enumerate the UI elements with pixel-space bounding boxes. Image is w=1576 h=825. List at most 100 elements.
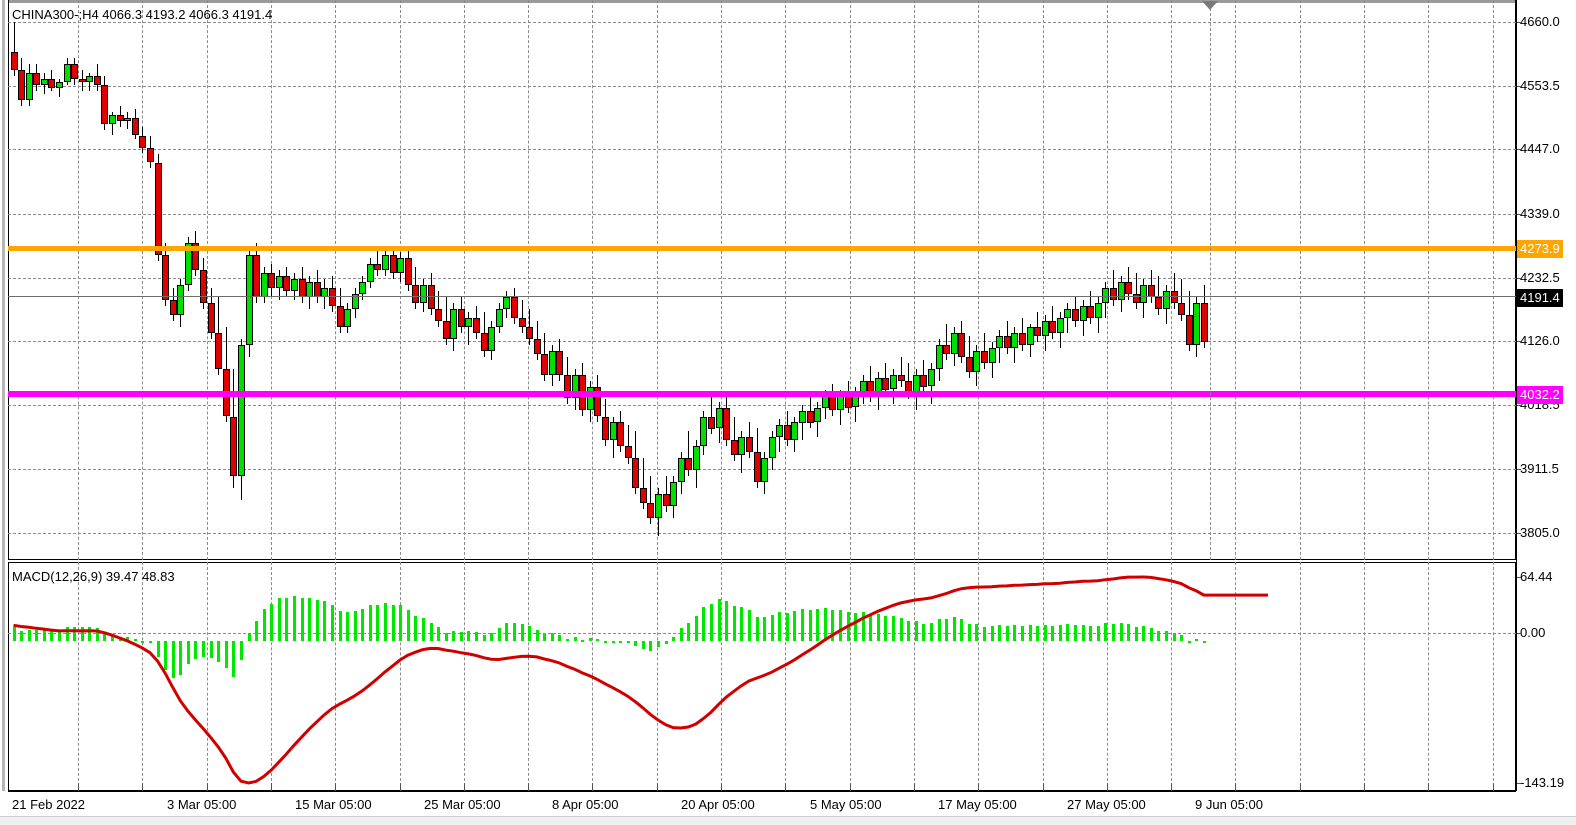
candle-bullish (761, 458, 768, 483)
grid-vline (914, 0, 915, 560)
macd-histogram-bar (702, 607, 705, 641)
macd-histogram-bar (58, 629, 61, 641)
candle-wick (1113, 270, 1114, 306)
macd-histogram-bar (596, 639, 599, 642)
candle-bearish (170, 299, 177, 315)
macd-histogram-bar (915, 621, 918, 641)
candle-bullish (655, 494, 662, 519)
macd-histogram-bar (1097, 625, 1100, 641)
candle-bullish (64, 63, 71, 82)
macd-histogram-bar (141, 640, 144, 643)
resistance-line[interactable] (8, 246, 1516, 251)
macd-histogram-bar (581, 640, 584, 643)
price-scale[interactable]: 4660.0 4553.5 4447.0 4339.0 4232.5 4126.0 4018… (1516, 0, 1576, 791)
grid-vline (721, 0, 722, 560)
candle-bullish (1027, 326, 1034, 345)
chart-title: CHINA300-;H4 4066.3 4193.2 4066.3 4191.4 (12, 7, 273, 22)
time-axis-label: 8 Apr 05:00 (552, 797, 619, 812)
candle-bearish (390, 255, 397, 273)
macd-histogram-bar (111, 635, 114, 641)
candle-bearish (746, 437, 753, 453)
candle-bearish (1034, 326, 1041, 336)
candle-bullish (791, 422, 798, 441)
macd-histogram-bar (543, 634, 546, 641)
macd-histogram-bar (938, 619, 941, 641)
time-axis-label: 27 May 05:00 (1067, 797, 1146, 812)
macd-histogram-bar (187, 640, 190, 665)
candle-bullish (913, 374, 920, 393)
candle-bearish (192, 243, 199, 270)
support-line[interactable] (8, 391, 1516, 397)
time-axis-label: 3 Mar 05:00 (167, 797, 237, 812)
chevron-down-icon[interactable] (1202, 1, 1218, 10)
macd-histogram-bar (1074, 625, 1077, 641)
macd-histogram-bar (687, 623, 690, 641)
price-scale-tick (1516, 469, 1521, 470)
macd-histogram-bar (763, 617, 766, 641)
candle-bearish (283, 276, 290, 291)
candle-bullish (776, 425, 783, 438)
price-scale-tick (1516, 405, 1521, 406)
candle-bullish (367, 264, 374, 282)
macd-histogram-bar (323, 601, 326, 641)
candle-bearish (139, 135, 146, 148)
macd-histogram-bar (831, 609, 834, 641)
macd-histogram-bar (194, 640, 197, 659)
macd-histogram-bar (1135, 626, 1138, 641)
macd-histogram-bar (1021, 626, 1024, 641)
macd-histogram-bar (1150, 628, 1153, 641)
macd-histogram-bar (263, 609, 266, 641)
macd-histogram-bar (665, 640, 668, 644)
grid-vline (1493, 0, 1494, 560)
grid-hline (8, 341, 1516, 342)
macd-histogram-bar (824, 607, 827, 641)
candle-bullish (238, 344, 245, 477)
candle-bullish (769, 437, 776, 459)
macd-histogram-bar (1142, 626, 1145, 641)
macd-histogram-bar (725, 601, 728, 641)
macd-histogram-bar (225, 640, 228, 668)
candle-bullish (1095, 302, 1102, 318)
candle-bullish (420, 285, 427, 303)
grid-hline (8, 86, 1516, 87)
macd-histogram-bar (1157, 631, 1160, 641)
window-bottom-strip (0, 816, 1576, 825)
macd-histogram-bar (81, 627, 84, 641)
macd-histogram-bar (232, 640, 235, 677)
grid-vline (1171, 0, 1172, 560)
candle-bearish (564, 374, 571, 399)
candle-bullish (124, 117, 131, 121)
candle-bearish (1125, 282, 1132, 294)
candle-bearish (1178, 302, 1185, 315)
grid-vline (528, 0, 529, 560)
candle-bullish (549, 350, 556, 375)
candle-bearish (473, 317, 480, 333)
macd-histogram-bar (28, 629, 31, 641)
candle-bearish (1072, 308, 1079, 321)
candle-bullish (1118, 282, 1125, 300)
macd-histogram-bar (513, 622, 516, 641)
macd-histogram-bar (50, 630, 53, 641)
macd-histogram-bar (521, 623, 524, 641)
grid-vline (1300, 0, 1301, 560)
grid-vline (528, 562, 529, 791)
candle-bullish (928, 368, 935, 387)
grid-hline (8, 533, 1516, 534)
candle-bearish (215, 332, 222, 369)
price-scale-label: 4232.5 (1520, 270, 1560, 285)
macd-histogram-bar (498, 627, 501, 641)
macd-scale-tick (1516, 783, 1521, 784)
grid-hline (8, 149, 1516, 150)
candle-wick (650, 476, 651, 524)
macd-histogram-bar (991, 626, 994, 641)
macd-histogram-bar (975, 624, 978, 641)
candle-bearish (541, 353, 548, 375)
candle-bearish (556, 350, 563, 375)
macd-histogram-bar (103, 633, 106, 641)
candle-bearish (723, 407, 730, 441)
macd-histogram-bar (945, 619, 948, 641)
time-tick (142, 783, 143, 791)
macd-histogram-bar (953, 616, 956, 641)
time-axis-label: 21 Feb 2022 (12, 797, 86, 812)
candle-bearish (602, 416, 609, 441)
